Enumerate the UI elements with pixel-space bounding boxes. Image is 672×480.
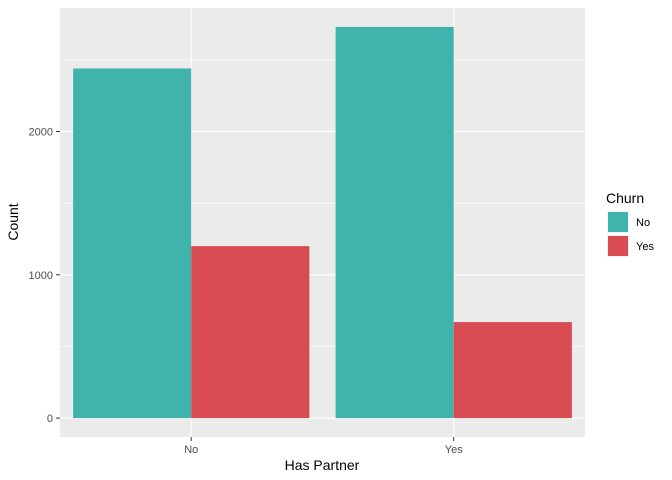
bar-no-churn-yes — [191, 246, 310, 419]
x-tick-label: Yes — [445, 444, 463, 456]
x-tick-label: No — [184, 444, 198, 456]
bar-yes-churn-yes — [453, 322, 572, 419]
bar-no-churn-no — [73, 68, 192, 419]
legend-title: Churn — [606, 190, 644, 206]
legend-swatch-yes — [608, 236, 628, 256]
y-axis-title: Count — [5, 203, 21, 240]
y-tick-label: 1000 — [29, 270, 53, 282]
x-axis-title: Has Partner — [285, 457, 360, 473]
x-axis-ticks: No Yes — [184, 437, 463, 456]
legend: Churn No Yes — [606, 190, 654, 257]
y-tick-label: 0 — [47, 413, 53, 425]
bar-yes-churn-no — [335, 26, 454, 419]
legend-swatch-no — [608, 212, 628, 232]
bars — [73, 26, 572, 419]
legend-label-yes: Yes — [636, 241, 654, 253]
y-tick-label: 2000 — [29, 127, 53, 139]
y-axis-ticks: 0 1000 2000 — [29, 127, 60, 425]
legend-items: No Yes — [607, 211, 654, 257]
legend-label-no: No — [636, 217, 650, 229]
